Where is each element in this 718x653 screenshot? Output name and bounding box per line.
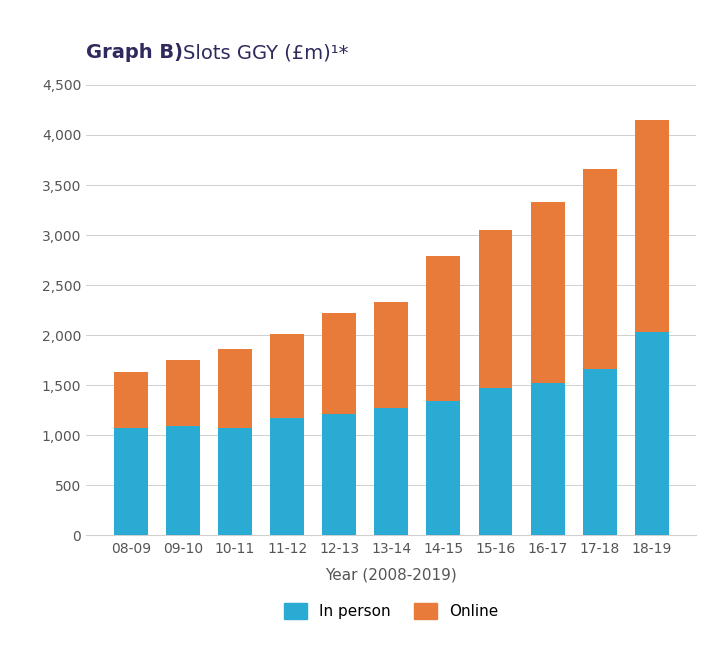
Text: Slots GGY (£m)¹*: Slots GGY (£m)¹* [183, 43, 349, 62]
Bar [426, 401, 460, 535]
Bar [583, 369, 617, 535]
Bar [374, 302, 409, 407]
Bar [218, 349, 252, 428]
Bar [270, 334, 304, 419]
Bar [583, 169, 617, 369]
Bar [114, 372, 148, 428]
Bar [635, 332, 668, 535]
Bar [531, 202, 564, 383]
Bar [270, 419, 304, 535]
Bar [218, 428, 252, 535]
Bar [166, 360, 200, 426]
Bar [531, 383, 564, 535]
Bar [166, 426, 200, 535]
Bar [635, 120, 668, 332]
Bar [374, 407, 409, 535]
Text: Graph B): Graph B) [86, 43, 183, 62]
Bar [114, 428, 148, 535]
Bar [426, 255, 460, 401]
Bar [479, 389, 513, 535]
Bar [322, 414, 356, 535]
Legend: In person, Online: In person, Online [276, 596, 506, 627]
Bar [322, 313, 356, 414]
X-axis label: Year (2008-2019): Year (2008-2019) [325, 567, 457, 582]
Bar [479, 230, 513, 389]
